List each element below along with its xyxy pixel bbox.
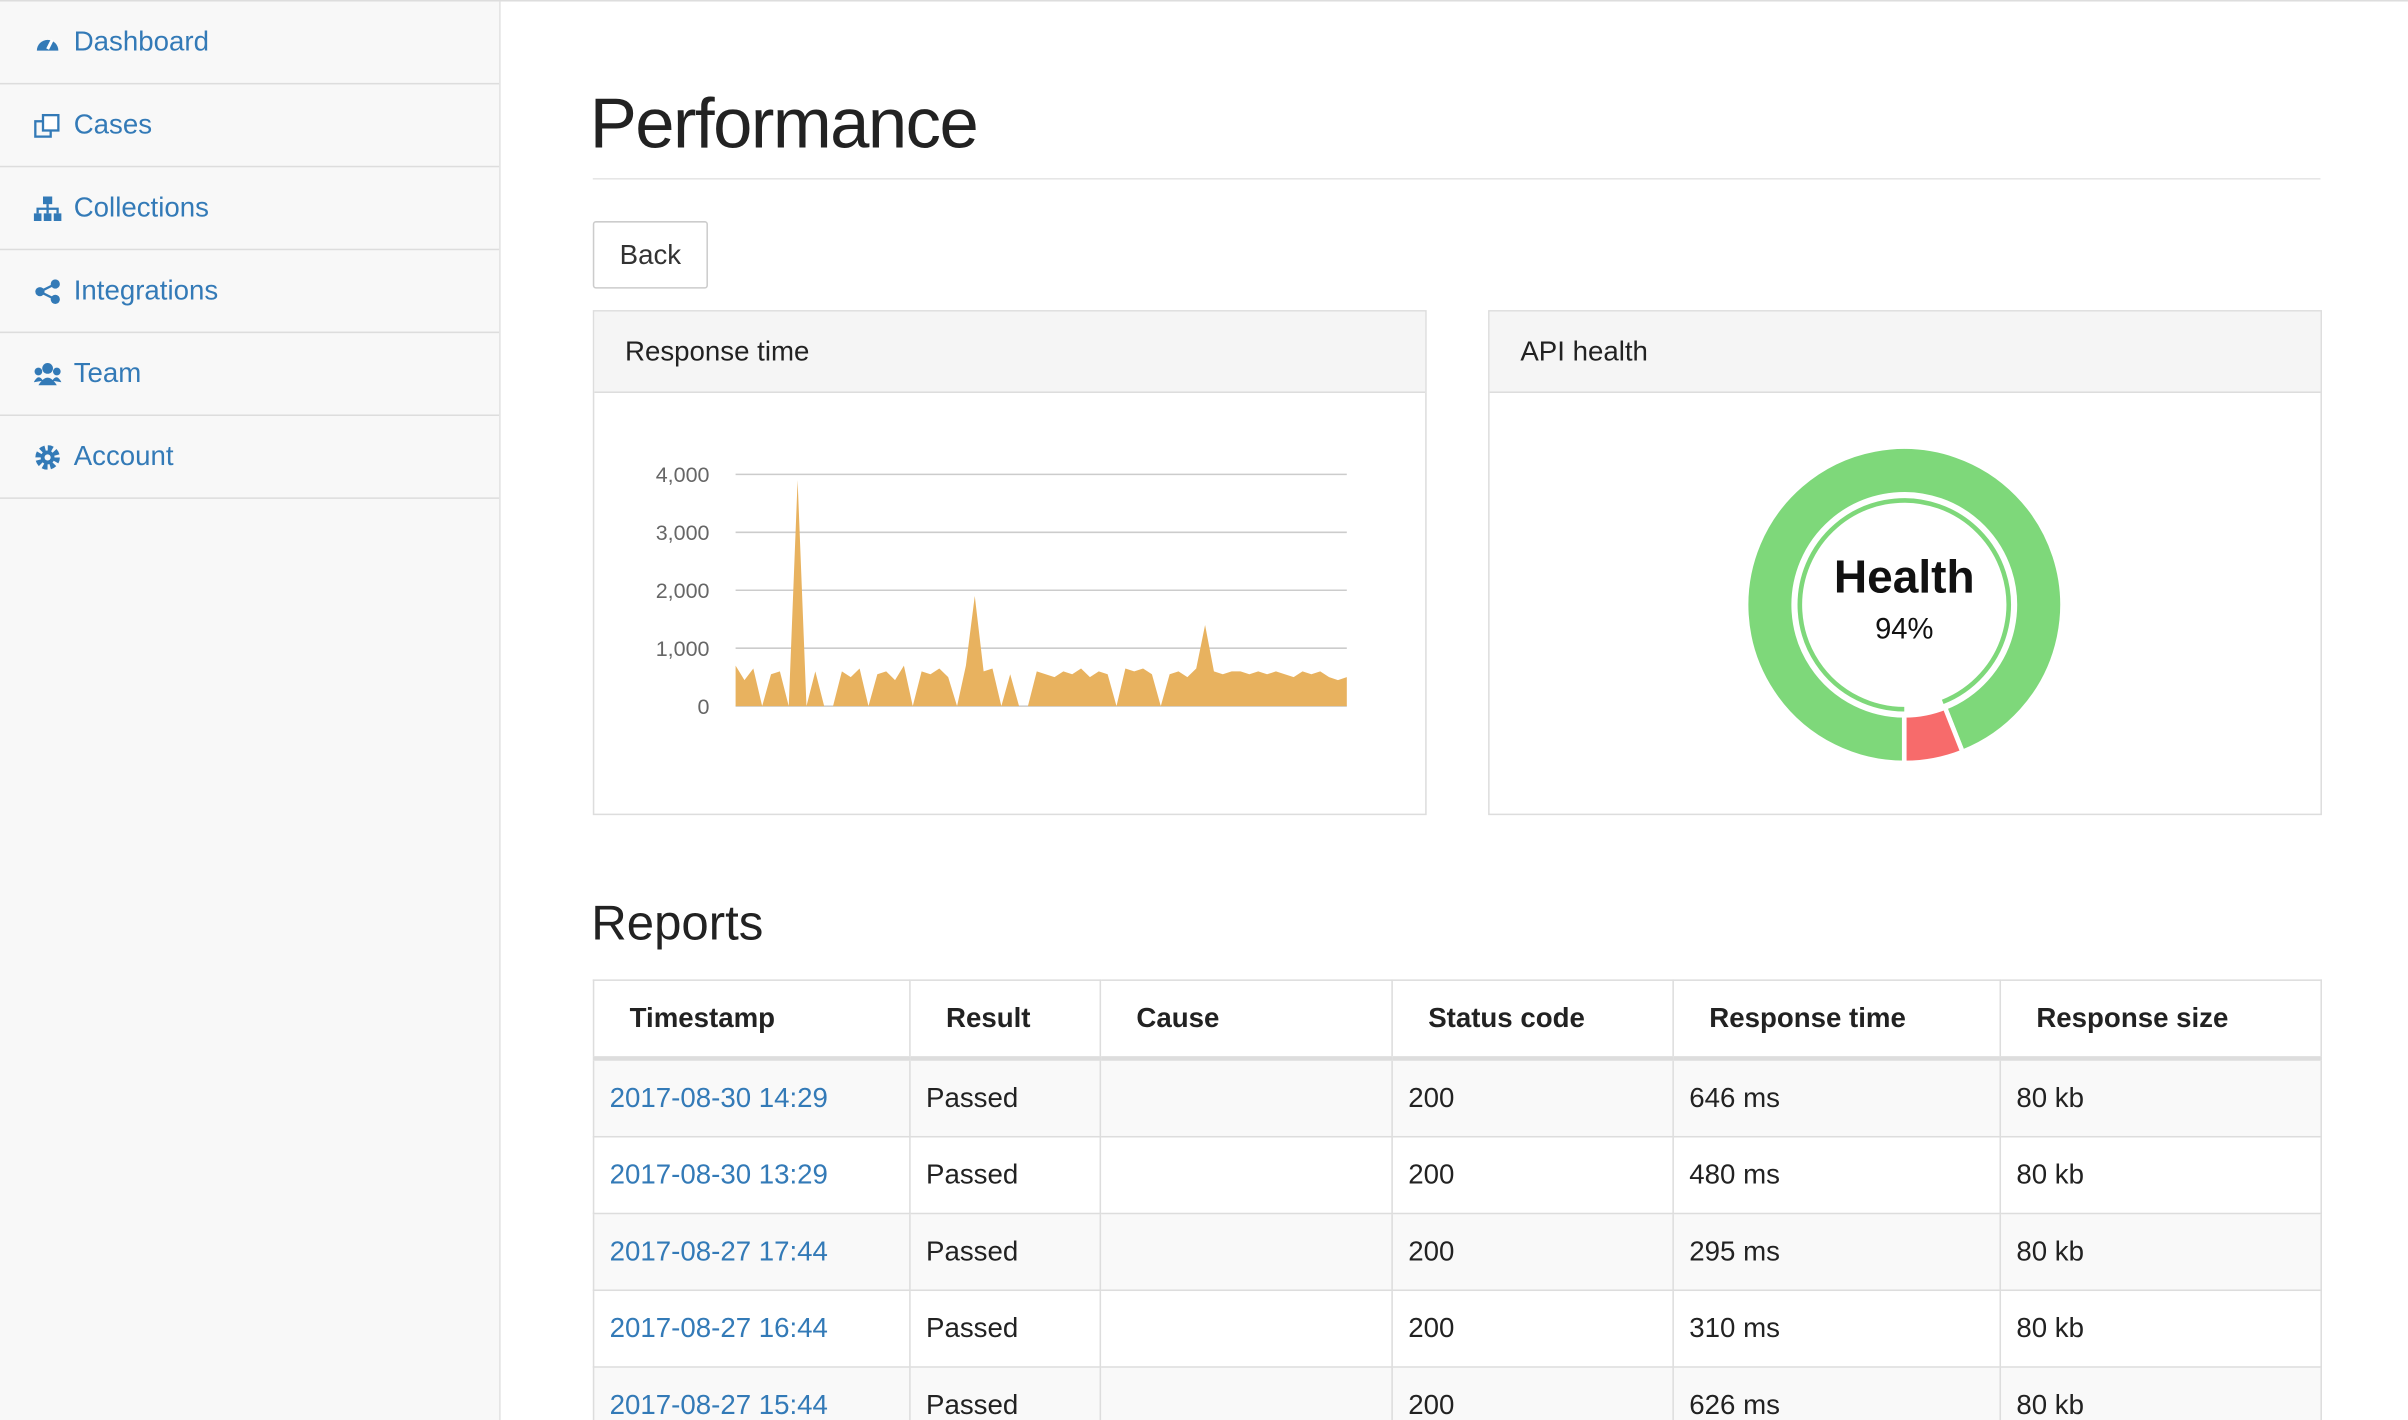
table-cell — [1099, 1135, 1393, 1215]
donut-chart: Health 94% — [1743, 444, 2065, 766]
table-cell[interactable]: 2017-08-27 17:44 — [592, 1212, 911, 1292]
sidebar: Dashboard Cases Collections Integrations… — [0, 1, 501, 1420]
column-header: Cause — [1099, 979, 1393, 1061]
inner-ring — [1797, 498, 2011, 712]
table-cell: 200 — [1391, 1057, 1674, 1138]
icon — [34, 113, 60, 138]
header-row: Timestamp Result Cause Status code Response … — [592, 979, 2322, 1061]
table-row: 2017-08-27 17:44 Passed 200 295 ms 80 kb — [592, 1212, 2322, 1292]
area-chart: 0 1,000 2,000 3,000 4,000 — [656, 463, 1347, 719]
table-cell: 200 — [1391, 1366, 1674, 1420]
icon — [35, 278, 60, 304]
section-title: Reports — [591, 894, 764, 951]
nav-label: Collections — [73, 191, 209, 223]
table-cell: 80 kb — [1999, 1289, 2322, 1368]
table-cell: 310 ms — [1672, 1289, 2002, 1368]
panel-title: API health — [1489, 311, 2321, 393]
nav-item[interactable]: Cases — [0, 84, 500, 168]
nav-item[interactable]: Team — [0, 333, 500, 417]
table-cell: 80 kb — [1999, 1057, 2322, 1138]
divider — [592, 178, 2321, 180]
value-label: 94% — [1875, 614, 1933, 646]
donut-segment — [1743, 444, 2065, 766]
table-cell — [1099, 1366, 1393, 1420]
panel: API health Health 94% — [1488, 310, 2322, 816]
table-cell — [1099, 1057, 1393, 1138]
column-header: Result — [909, 979, 1102, 1061]
panel-title: Response time — [594, 311, 1426, 393]
table-cell: 480 ms — [1672, 1135, 2002, 1215]
column-header: Status code — [1391, 979, 1674, 1061]
table-cell: 646 ms — [1672, 1057, 2002, 1138]
area — [735, 480, 1347, 707]
panel: Response time 0 1,000 2,000 3,000 4,000 — [592, 310, 1427, 816]
reports-table: Timestamp Result Cause Status code Response … — [592, 979, 2322, 1420]
table-cell: 295 ms — [1672, 1212, 2002, 1292]
table-cell: 80 kb — [1999, 1212, 2322, 1292]
table-cell[interactable]: 2017-08-30 14:29 — [592, 1057, 911, 1138]
y-tick-label: 2,000 — [656, 579, 710, 603]
back-button[interactable]: Back — [592, 221, 708, 289]
column-header: Timestamp — [592, 979, 911, 1061]
table-cell — [1099, 1212, 1393, 1292]
nav-item[interactable]: Account — [0, 416, 500, 499]
table-cell: 200 — [1391, 1212, 1674, 1292]
table-cell: Passed — [909, 1212, 1102, 1292]
table-row: 2017-08-27 16:44 Passed 200 310 ms 80 kb — [592, 1289, 2322, 1368]
table-cell: 626 ms — [1672, 1366, 2002, 1420]
y-tick-label: 1,000 — [656, 637, 710, 661]
table-cell: 200 — [1391, 1289, 1674, 1368]
table-row: 2017-08-30 14:29 Passed 200 646 ms 80 kb — [592, 1057, 2322, 1138]
table-cell — [1099, 1289, 1393, 1368]
icon — [35, 444, 60, 469]
table-cell: Passed — [909, 1289, 1102, 1368]
table-row: 2017-08-27 15:44 Passed 200 626 ms 80 kb — [592, 1366, 2322, 1420]
table-cell[interactable]: 2017-08-27 16:44 — [592, 1289, 911, 1368]
nav-label: Dashboard — [73, 26, 209, 57]
table-cell: Passed — [909, 1366, 1102, 1420]
table-row: 2017-08-30 13:29 Passed 200 480 ms 80 kb — [592, 1135, 2322, 1215]
nav-item[interactable]: Dashboard — [0, 2, 500, 85]
nav-item[interactable]: Collections — [0, 167, 500, 251]
nav-label: Team — [73, 357, 142, 389]
center-label: Health — [1834, 551, 1975, 603]
table-cell: 80 kb — [1999, 1366, 2322, 1420]
table-cell[interactable]: 2017-08-27 15:44 — [592, 1366, 911, 1420]
y-tick-label: 4,000 — [656, 463, 710, 487]
table-cell[interactable]: 2017-08-30 13:29 — [592, 1135, 911, 1215]
column-header: Response time — [1672, 979, 2002, 1061]
column-header: Response size — [1999, 979, 2322, 1061]
nav-label: Cases — [73, 108, 153, 140]
nav-label: Account — [73, 440, 174, 472]
icon — [33, 195, 62, 221]
donut-segment — [1901, 704, 1966, 766]
table-cell: Passed — [909, 1057, 1102, 1138]
y-tick-label: 3,000 — [656, 521, 710, 545]
table-cell: 80 kb — [1999, 1135, 2322, 1215]
icon — [36, 38, 59, 50]
y-tick-label: 0 — [698, 695, 710, 719]
page-title: Performance — [589, 82, 979, 163]
icon — [33, 362, 62, 385]
table-cell: 200 — [1391, 1135, 1674, 1215]
table-cell: Passed — [909, 1135, 1102, 1215]
nav-item[interactable]: Integrations — [0, 250, 500, 334]
nav-label: Integrations — [73, 274, 219, 306]
